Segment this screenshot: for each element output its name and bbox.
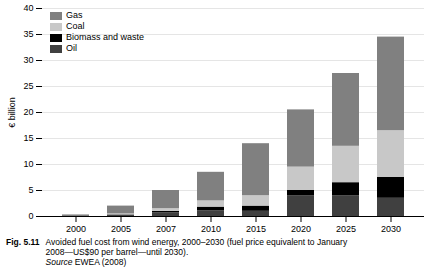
svg-text:35: 35: [23, 29, 33, 39]
html-text:Source EWEA (2008): Source EWEA (2008): [45, 257, 127, 267]
html-text:Gas: Gas: [66, 10, 83, 20]
html-text:Biomass and waste: Biomass and waste: [66, 32, 144, 42]
svg-text:20: 20: [23, 107, 33, 117]
svg-text:2005: 2005: [111, 224, 131, 234]
svg-text:5: 5: [28, 185, 33, 195]
svg-text:2010: 2010: [201, 224, 221, 234]
svg-text:30: 30: [23, 55, 33, 65]
html-text:Fig. 5.11: Fig. 5.11: [6, 237, 40, 247]
html-text:Avoided fuel cost from wind en: Avoided fuel cost from wind energy, 2000…: [45, 237, 348, 257]
svg-text:10: 10: [23, 159, 33, 169]
svg-text:15: 15: [23, 133, 33, 143]
svg-text:2020: 2020: [291, 224, 311, 234]
svg-text:2025: 2025: [336, 224, 356, 234]
svg-text:2000: 2000: [66, 224, 86, 234]
html-text:Oil: Oil: [66, 43, 77, 53]
svg-text:€ billion: € billion: [7, 97, 17, 128]
svg-text:40: 40: [23, 3, 33, 13]
svg-text:2007: 2007: [156, 224, 176, 234]
svg-text:2015: 2015: [246, 224, 266, 234]
svg-text:0: 0: [28, 211, 33, 221]
svg-text:25: 25: [23, 81, 33, 91]
html-text:Coal: Coal: [66, 21, 85, 31]
svg-text:2030: 2030: [381, 224, 401, 234]
